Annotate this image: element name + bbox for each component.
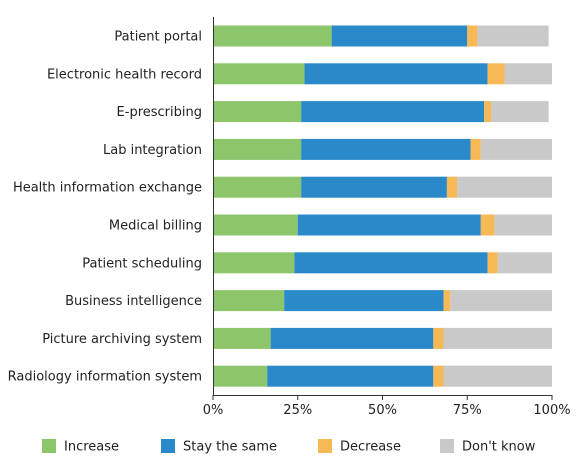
bar-segment-increase-7	[213, 252, 295, 274]
bar-segment-don-t-know-2	[504, 63, 552, 85]
bar-segment-decrease-4	[470, 138, 481, 160]
bar-segment-increase-9	[213, 327, 271, 349]
category-label: Electronic health record	[47, 67, 202, 82]
category-label: Picture archiving system	[42, 332, 202, 347]
bar-segment-decrease-7	[487, 252, 498, 274]
bar-segment-decrease-1	[467, 25, 478, 47]
bar-segment-stay-the-same-2	[304, 63, 488, 85]
legend-swatch-decrease	[318, 439, 332, 453]
x-tick-label: 100%	[533, 403, 570, 418]
category-label: Patient scheduling	[82, 256, 202, 271]
category-label: Lab integration	[103, 143, 202, 158]
bar-segment-increase-2	[213, 63, 305, 85]
bar-segment-increase-5	[213, 176, 302, 198]
bar-segment-don-t-know-8	[450, 290, 552, 312]
bar-segment-stay-the-same-4	[301, 138, 471, 160]
category-label: Health information exchange	[13, 181, 202, 196]
bar-segment-stay-the-same-8	[284, 290, 444, 312]
bar-segment-don-t-know-10	[443, 365, 552, 387]
bar-segment-stay-the-same-1	[331, 25, 468, 47]
x-tick-label: 0%	[203, 403, 224, 418]
legend-swatch-don-t-know	[440, 439, 454, 453]
x-tick-label: 50%	[368, 403, 397, 418]
bar-segment-decrease-5	[446, 176, 458, 198]
bar-segment-increase-6	[213, 214, 298, 236]
category-label: E-prescribing	[117, 105, 202, 120]
category-label: Patient portal	[114, 30, 202, 45]
bar-segment-decrease-2	[487, 63, 505, 85]
legend-label: Don't know	[462, 440, 536, 455]
bar-segment-don-t-know-3	[490, 101, 549, 123]
bar-segment-don-t-know-6	[494, 214, 552, 236]
bar-segment-don-t-know-4	[480, 138, 552, 160]
bar-segment-stay-the-same-10	[267, 365, 434, 387]
category-label: Business intelligence	[65, 294, 202, 309]
bar-segment-increase-4	[213, 138, 302, 160]
bar-segment-stay-the-same-3	[301, 101, 485, 123]
bar-segment-don-t-know-7	[497, 252, 552, 274]
bar-segment-decrease-8	[443, 290, 451, 312]
category-label: Radiology information system	[8, 370, 202, 385]
bar-segment-stay-the-same-6	[297, 214, 481, 236]
bar-segment-don-t-know-9	[443, 327, 552, 349]
x-tick-label: 75%	[453, 403, 482, 418]
bar-segment-decrease-10	[433, 365, 444, 387]
bar-segment-decrease-3	[484, 101, 491, 123]
bar-segment-decrease-6	[480, 214, 495, 236]
bar-segment-stay-the-same-9	[270, 327, 434, 349]
legend-label: Increase	[64, 440, 119, 455]
bar-segment-don-t-know-1	[477, 25, 549, 47]
legend-swatch-stay-the-same	[161, 439, 175, 453]
bar-segment-stay-the-same-7	[294, 252, 488, 274]
category-label: Medical billing	[109, 219, 202, 234]
bar-segment-increase-1	[213, 25, 332, 47]
bar-segment-increase-10	[213, 365, 268, 387]
legend-swatch-increase	[42, 439, 56, 453]
bar-segment-stay-the-same-5	[301, 176, 447, 198]
bar-segment-increase-3	[213, 101, 302, 123]
bar-segment-increase-8	[213, 290, 285, 312]
bar-segment-don-t-know-5	[457, 176, 552, 198]
legend-label: Stay the same	[183, 440, 277, 455]
legend-label: Decrease	[340, 440, 401, 455]
x-tick-label: 25%	[283, 403, 312, 418]
bar-segment-decrease-9	[433, 327, 444, 349]
